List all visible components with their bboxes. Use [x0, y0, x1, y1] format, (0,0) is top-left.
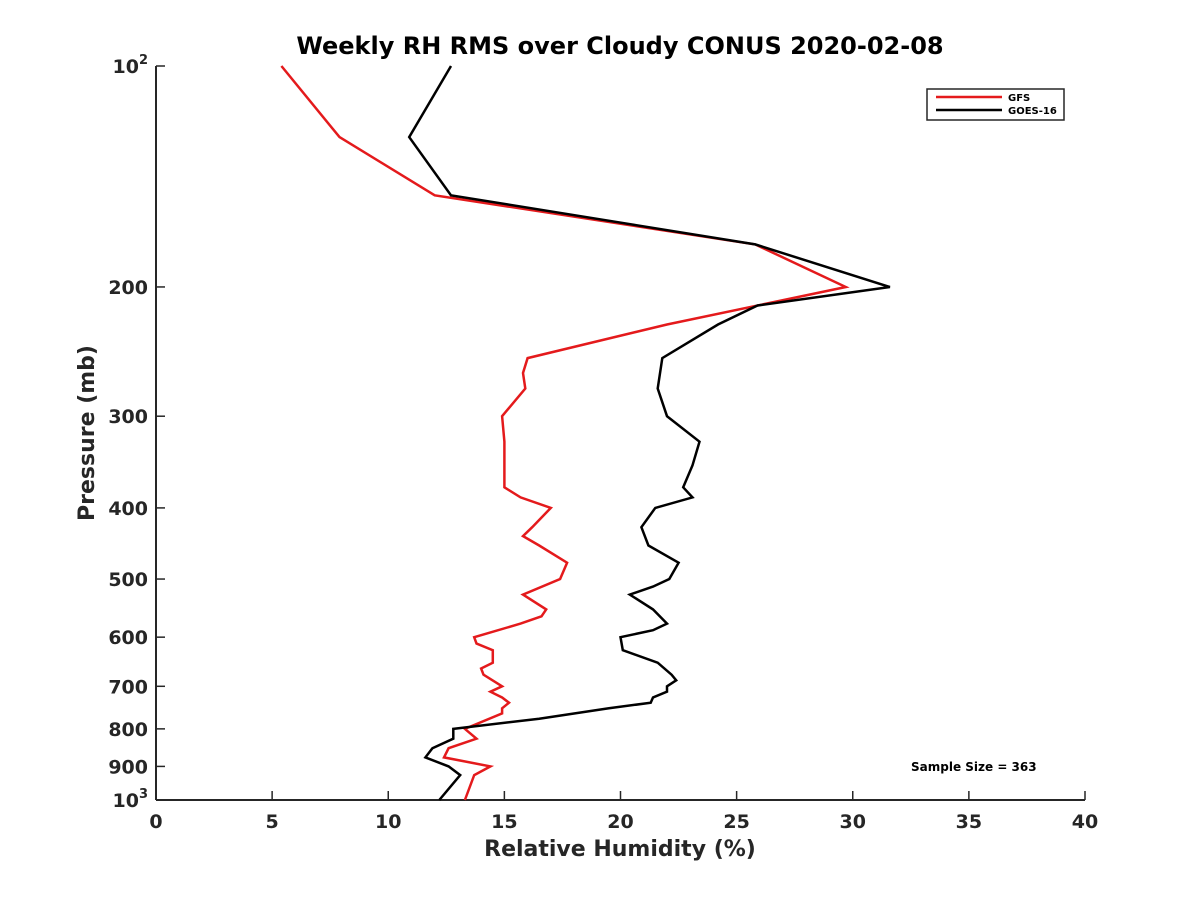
y-tick-label-base: 10 — [113, 790, 139, 812]
y-tick-label-base: 10 — [113, 56, 139, 78]
x-axis-label: Relative Humidity (%) — [484, 837, 756, 862]
y-tick-label-base: 300 — [108, 406, 148, 428]
x-tick-label: 0 — [149, 811, 162, 833]
y-tick-label: 102 — [113, 53, 149, 78]
x-tick-label: 40 — [1072, 811, 1098, 833]
legend-box — [926, 88, 1065, 121]
y-tick-label: 400 — [108, 498, 148, 520]
series-group — [280, 65, 891, 801]
y-tick-label-base: 600 — [108, 627, 148, 649]
y-tick-label-base: 900 — [108, 756, 148, 778]
y-tick-label-base: 800 — [108, 719, 148, 741]
x-tick-label: 35 — [956, 811, 982, 833]
y-tick-label: 800 — [108, 719, 148, 741]
y-tick-label: 600 — [108, 627, 148, 649]
x-tick-label: 30 — [840, 811, 866, 833]
x-tick-label: 15 — [491, 811, 517, 833]
chart-title: Weekly RH RMS over Cloudy CONUS 2020-02-… — [296, 32, 943, 60]
x-tick-label: 5 — [266, 811, 279, 833]
y-tick-label-exponent: 3 — [139, 787, 148, 802]
y-tick-label: 200 — [108, 277, 148, 299]
sample-size-annotation: Sample Size = 363 — [911, 760, 1037, 774]
y-tick-label-base: 700 — [108, 676, 148, 698]
legend-label-gfs: GFS — [1008, 93, 1030, 104]
x-ticks: 0 5 10 15 20 25 30 35 40 — [149, 791, 1098, 833]
series-line-goes-16 — [407, 65, 891, 801]
y-tick-label: 103 — [113, 787, 149, 812]
y-tick-label-base: 200 — [108, 277, 148, 299]
legend-label-goes16: GOES-16 — [1008, 106, 1057, 117]
y-tick-label-base: 400 — [108, 498, 148, 520]
y-tick-label: 300 — [108, 406, 148, 428]
y-tick-label-base: 500 — [108, 569, 148, 591]
x-tick-label: 20 — [607, 811, 633, 833]
x-tick-label: 10 — [375, 811, 401, 833]
y-tick-label-exponent: 2 — [139, 53, 148, 68]
plot-area: 0 5 10 15 20 25 30 35 40 10220030040050060070080… — [108, 53, 1098, 833]
y-tick-label: 500 — [108, 569, 148, 591]
y-tick-label: 700 — [108, 676, 148, 698]
legend: GFS GOES-16 — [926, 88, 1065, 121]
y-tick-label: 900 — [108, 756, 148, 778]
y-axis-label: Pressure (mb) — [75, 345, 100, 521]
x-tick-label: 25 — [723, 811, 749, 833]
series-line-gfs — [280, 65, 850, 801]
